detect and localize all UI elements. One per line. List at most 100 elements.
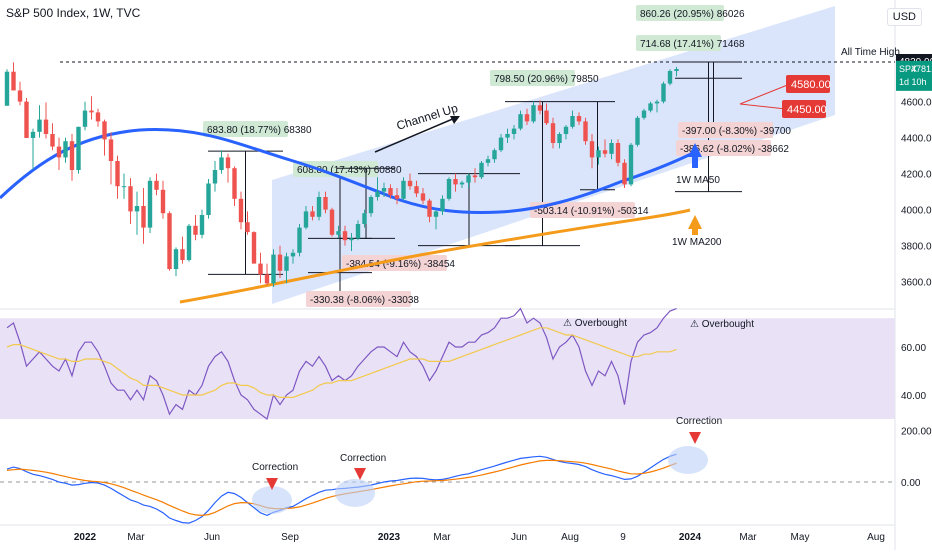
candle-body: [427, 200, 432, 217]
candle-body: [602, 150, 608, 154]
candle-body: [180, 249, 185, 260]
candle-body: [141, 206, 146, 228]
time-tick-label: Mar: [433, 532, 451, 543]
candle-body: [154, 180, 159, 190]
currency-button[interactable]: USD: [886, 8, 922, 26]
time-tick-label: Jun: [204, 532, 220, 543]
time-tick-label: Mar: [739, 532, 757, 543]
candle-body: [160, 189, 166, 214]
candle-body: [394, 195, 400, 199]
candle-body: [609, 143, 614, 154]
correction-highlight: [252, 486, 292, 514]
price-tick-label: 4200.00: [901, 170, 932, 181]
time-tick-label: Mar: [127, 532, 145, 543]
candle-body: [661, 83, 666, 102]
candle-body: [277, 254, 283, 271]
candle-body: [4, 71, 10, 106]
candle-body: [69, 141, 75, 170]
candle-body: [232, 168, 237, 199]
candle-body: [648, 103, 653, 111]
candle-body: [641, 110, 647, 118]
measure-label-box: [342, 255, 447, 271]
candle-body: [342, 231, 348, 241]
candle-body: [375, 191, 380, 197]
time-tick-label: May: [791, 532, 810, 543]
candle-body: [121, 186, 127, 188]
candle-body: [63, 141, 68, 158]
correction-label: Correction: [252, 462, 298, 473]
channel-arrow: [374, 117, 456, 153]
candle-body: [628, 144, 634, 185]
ma50-label: 1W MA50: [676, 175, 720, 186]
candle-body: [329, 209, 335, 235]
channel-up-band: [272, 6, 835, 304]
correction-arrow: [266, 478, 278, 490]
candle-body: [563, 126, 569, 134]
candle-body: [362, 213, 367, 224]
measure-label-box: [636, 35, 721, 51]
candle-body: [30, 131, 36, 138]
candle-body: [284, 256, 289, 271]
candle-body: [544, 110, 549, 124]
measure-label: 860.26 (20.95%) 86026: [640, 9, 745, 20]
measure-label: -503.14 (-10.91%) -50314: [534, 206, 649, 217]
all-time-high-label: All Time High: [841, 47, 900, 58]
candle-body: [459, 182, 465, 185]
candle-body: [56, 146, 62, 158]
candle-body: [134, 206, 140, 212]
candle-body: [596, 150, 601, 158]
measure-label-box: [636, 5, 724, 21]
candle-body: [446, 179, 452, 199]
correction-arrow: [354, 468, 366, 480]
candle-body: [95, 112, 101, 122]
candle-body: [433, 211, 439, 217]
candle-body: [186, 225, 192, 260]
candle-body: [550, 123, 556, 143]
candle-body: [388, 188, 393, 196]
measure-label: -386.62 (-8.02%) -38662: [680, 144, 789, 155]
candle-body: [537, 105, 543, 111]
target-line: [739, 103, 787, 110]
measure-label-box: [293, 161, 378, 177]
candle-body: [212, 170, 218, 184]
candle-body: [635, 117, 640, 145]
candle-body: [102, 121, 107, 140]
rsi-tick-label: 40.00: [901, 391, 926, 402]
candle-body: [505, 134, 510, 138]
time-tick-label: 9: [620, 532, 626, 543]
candle-body: [453, 179, 458, 185]
last-price-value: 4781.59: [911, 64, 932, 74]
target-value: 4580.00: [791, 79, 831, 91]
candle-body: [219, 157, 224, 170]
candle-body: [89, 110, 94, 113]
ma200-arrow: [688, 215, 702, 235]
ma50-arrow: [688, 143, 702, 168]
last-price-box: [896, 60, 932, 91]
candle-body: [50, 134, 55, 147]
target-value: 4450.00: [787, 104, 827, 116]
candle-body: [108, 139, 114, 161]
candle-body: [264, 274, 270, 284]
candle-body: [82, 110, 88, 127]
candle-body: [323, 197, 328, 210]
time-tick-label: 2022: [74, 532, 97, 543]
chart-header: S&P 500 Index, 1W, TVC: [6, 6, 141, 20]
candle-body: [297, 227, 302, 253]
candle-body: [381, 188, 387, 192]
macd-tick-label: 0.00: [901, 478, 921, 489]
candle-body: [401, 180, 406, 199]
price-tick-label: 4400.00: [901, 134, 932, 145]
candle-body: [615, 143, 621, 163]
measure-label: 714.68 (17.41%) 71468: [640, 39, 745, 50]
candle-body: [518, 114, 523, 129]
target-box: [782, 100, 826, 118]
candle-body: [199, 215, 205, 235]
time-tick-label: 2024: [679, 532, 702, 543]
measure-label-box: [676, 140, 771, 156]
candle-body: [17, 90, 23, 102]
candle-body: [420, 193, 426, 201]
candle-body: [557, 134, 562, 143]
last-price-symbol: SPX: [899, 64, 917, 74]
measure-label: 608.80 (17.43%) 60880: [297, 165, 402, 176]
